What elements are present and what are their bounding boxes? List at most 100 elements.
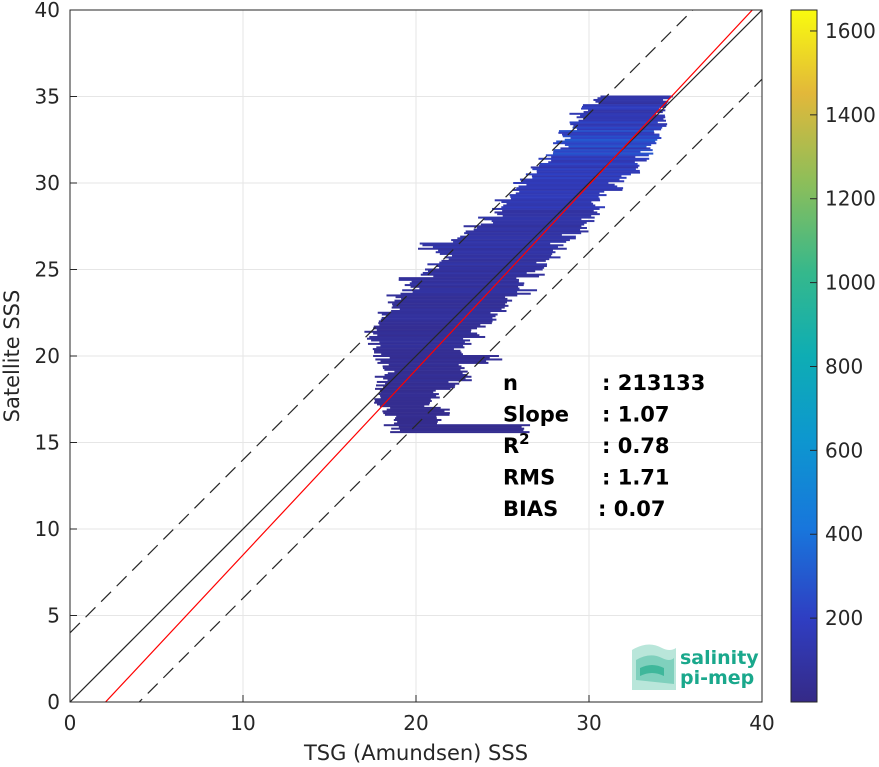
density-cell: [558, 131, 655, 134]
density-cell: [513, 182, 609, 184]
density-cell: [374, 351, 462, 354]
density-cell: [538, 157, 650, 160]
density-cell: [374, 401, 431, 404]
density-cell: [453, 240, 567, 243]
density-cell: [373, 327, 478, 330]
density-cell: [439, 261, 537, 264]
density-cell: [484, 218, 582, 221]
density-cell: [480, 223, 585, 226]
x-tick-label: 30: [576, 711, 601, 735]
density-cell: [473, 228, 581, 231]
density-cell: [572, 126, 663, 129]
density-cell: [379, 341, 465, 344]
colorbar-tick-label: 200: [825, 606, 863, 630]
density-cell: [519, 178, 620, 181]
density-cell: [494, 199, 601, 202]
x-tick-label: 40: [749, 711, 774, 735]
x-tick-label: 0: [64, 711, 77, 735]
y-tick-label: 20: [35, 344, 60, 368]
density-cell: [422, 271, 527, 274]
density-cell: [418, 247, 567, 250]
density-cell: [402, 289, 538, 292]
density-cell: [526, 183, 615, 186]
density-cell: [552, 152, 654, 155]
logo-line2: pi-mep: [680, 667, 754, 689]
y-tick-label: 15: [35, 431, 60, 455]
density-cell: [399, 429, 524, 432]
density-cell: [384, 374, 468, 377]
reference-lines: [70, 10, 762, 702]
stat-value: : 1.07: [602, 403, 670, 427]
y-tick-label: 25: [35, 258, 60, 282]
stat-value: : 0.07: [598, 497, 666, 521]
stat-value: : 0.78: [602, 434, 670, 458]
density-cell: [491, 220, 595, 223]
density-cell: [367, 342, 472, 345]
density-cell: [553, 149, 653, 152]
density-cell: [371, 339, 471, 342]
density-cell: [569, 121, 658, 124]
density-cell: [553, 142, 657, 145]
density-cell: [410, 285, 519, 288]
density-cell: [448, 258, 550, 261]
density-cell: [373, 332, 478, 335]
density-cell: [412, 290, 518, 293]
y-tick-label: 0: [47, 690, 60, 714]
density-cell: [393, 419, 442, 422]
density-cell: [380, 344, 464, 347]
density-cell: [463, 225, 582, 228]
colorbar-tick-label: 1400: [825, 103, 876, 127]
density-cell: [568, 145, 647, 148]
density-cell: [386, 294, 518, 297]
density-cell: [376, 380, 449, 383]
density-cell: [378, 322, 492, 325]
density-cell: [467, 233, 562, 236]
density-cell: [569, 112, 657, 115]
density-cell: [581, 107, 660, 110]
density-cell: [400, 292, 531, 295]
density-cell: [372, 348, 454, 351]
density-cell: [377, 361, 489, 364]
density-cell: [383, 412, 450, 415]
density-cell: [564, 143, 652, 146]
density-cell: [593, 98, 664, 101]
stat-label: BIAS: [503, 497, 558, 521]
density-cell: [381, 353, 463, 356]
density-cell: [598, 102, 667, 105]
density-cell: [439, 266, 545, 269]
stat-label: RMS: [503, 466, 555, 490]
density-cell: [583, 117, 664, 120]
density-cell: [380, 396, 440, 399]
density-cell: [427, 270, 536, 273]
density-cell: [501, 206, 606, 209]
density-cell: [494, 211, 598, 214]
density-cell: [583, 111, 663, 114]
density-cell: [395, 296, 506, 299]
density-cell: [525, 173, 631, 176]
density-cell: [519, 190, 605, 193]
y-axis-label: Satellite SSS: [0, 290, 24, 423]
density-cell: [576, 116, 666, 119]
density-cell: [411, 280, 519, 283]
colorbar-ticks: 200 400 600 800 1000 1200 1400 1600: [810, 19, 876, 630]
density-cell: [378, 320, 493, 323]
density-cell: [419, 242, 551, 245]
density-cell: [404, 284, 524, 287]
y-tick-label: 40: [35, 0, 60, 22]
density-cell: [551, 159, 647, 162]
density-cell: [562, 133, 660, 136]
density-cell: [381, 313, 498, 316]
density-cell: [465, 230, 589, 233]
density-cell: [503, 204, 596, 207]
density-cell: [497, 213, 600, 216]
density-cell: [395, 417, 437, 420]
density-cell: [383, 377, 466, 380]
density-cell: [381, 316, 493, 319]
density-cell: [582, 105, 666, 108]
density-cell: [382, 365, 462, 368]
density-cell: [510, 197, 600, 200]
density-cell: [393, 422, 438, 425]
regression-line: [104, 10, 754, 702]
